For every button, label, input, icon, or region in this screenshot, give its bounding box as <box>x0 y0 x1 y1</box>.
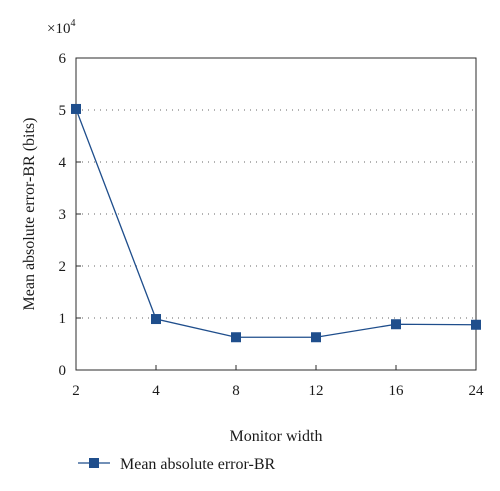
grid-lines <box>76 109 476 319</box>
x-tick-label: 24 <box>469 383 485 399</box>
series-line <box>75 108 477 338</box>
y-multiplier-exponent: 4 <box>70 18 75 29</box>
y-tick-label: 0 <box>59 363 67 379</box>
y-tick-label: 6 <box>59 51 67 67</box>
y-tick-label: 4 <box>59 155 67 171</box>
data-point-marker <box>71 103 81 114</box>
y-axis-title: Mean absolute error-BR (bits) <box>21 118 38 311</box>
legend-label: Mean absolute error-BR <box>120 456 276 473</box>
x-tick-label: 12 <box>309 383 324 399</box>
legend-square-marker <box>89 458 99 468</box>
y-tick-label: 2 <box>59 259 67 275</box>
data-point-marker <box>151 314 161 325</box>
y-multiplier-base: ×10 <box>47 21 70 37</box>
data-point-marker <box>471 319 481 330</box>
x-tick-label: 8 <box>232 383 240 399</box>
y-tick-label: 3 <box>59 207 67 223</box>
data-point-marker <box>311 332 321 343</box>
data-point-marker <box>231 332 241 343</box>
x-tick-label: 2 <box>72 383 80 399</box>
series-layer <box>71 103 481 343</box>
y-tick-label: 5 <box>59 103 67 119</box>
x-tick-label: 16 <box>389 383 405 399</box>
legend: Mean absolute error-BR <box>78 456 276 473</box>
y-tick-label: 1 <box>59 311 67 327</box>
x-axis-title: Monitor width <box>230 428 323 445</box>
data-point-marker <box>391 319 401 330</box>
x-tick-label: 4 <box>152 383 160 399</box>
y-multiplier: ×104 <box>47 18 75 37</box>
